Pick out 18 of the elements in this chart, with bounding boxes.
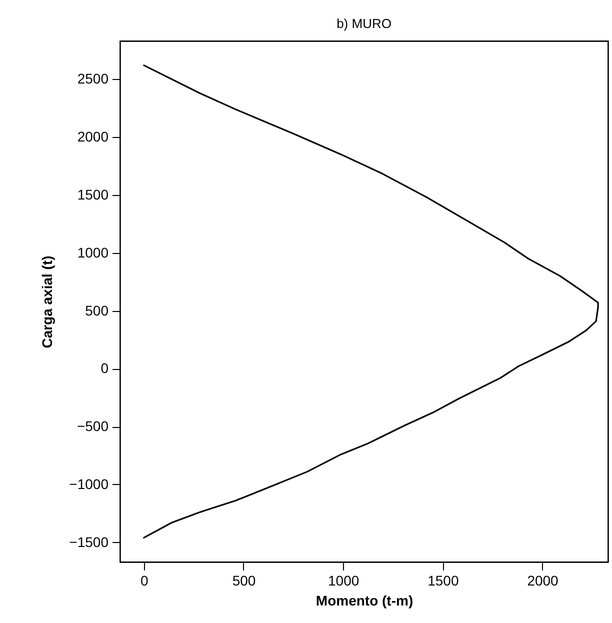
y-tick-label: 2500 — [77, 70, 109, 87]
y-tick-label: −500 — [76, 418, 109, 434]
x-tick-label: 500 — [232, 572, 256, 588]
x-tick-label: 2000 — [527, 572, 559, 588]
x-tick-label: 1000 — [328, 572, 360, 588]
y-tick-label: 2000 — [77, 128, 109, 145]
y-tick-label: 1500 — [77, 186, 109, 202]
chart-title: b) MURO — [336, 16, 392, 31]
y-tick-label: 0 — [100, 360, 109, 376]
x-tick-label: 0 — [140, 572, 149, 588]
y-tick-label: −1500 — [69, 534, 109, 550]
y-tick-label: 500 — [85, 302, 109, 318]
y-tick-label: −1000 — [69, 476, 109, 492]
x-tick-label: 1500 — [428, 572, 459, 588]
y-tick-label: 1000 — [77, 244, 109, 260]
y-axis-title: Carga axial (t) — [39, 256, 56, 348]
line-series — [143, 64, 599, 538]
x-axis-title: Momento (t-m) — [316, 592, 414, 608]
